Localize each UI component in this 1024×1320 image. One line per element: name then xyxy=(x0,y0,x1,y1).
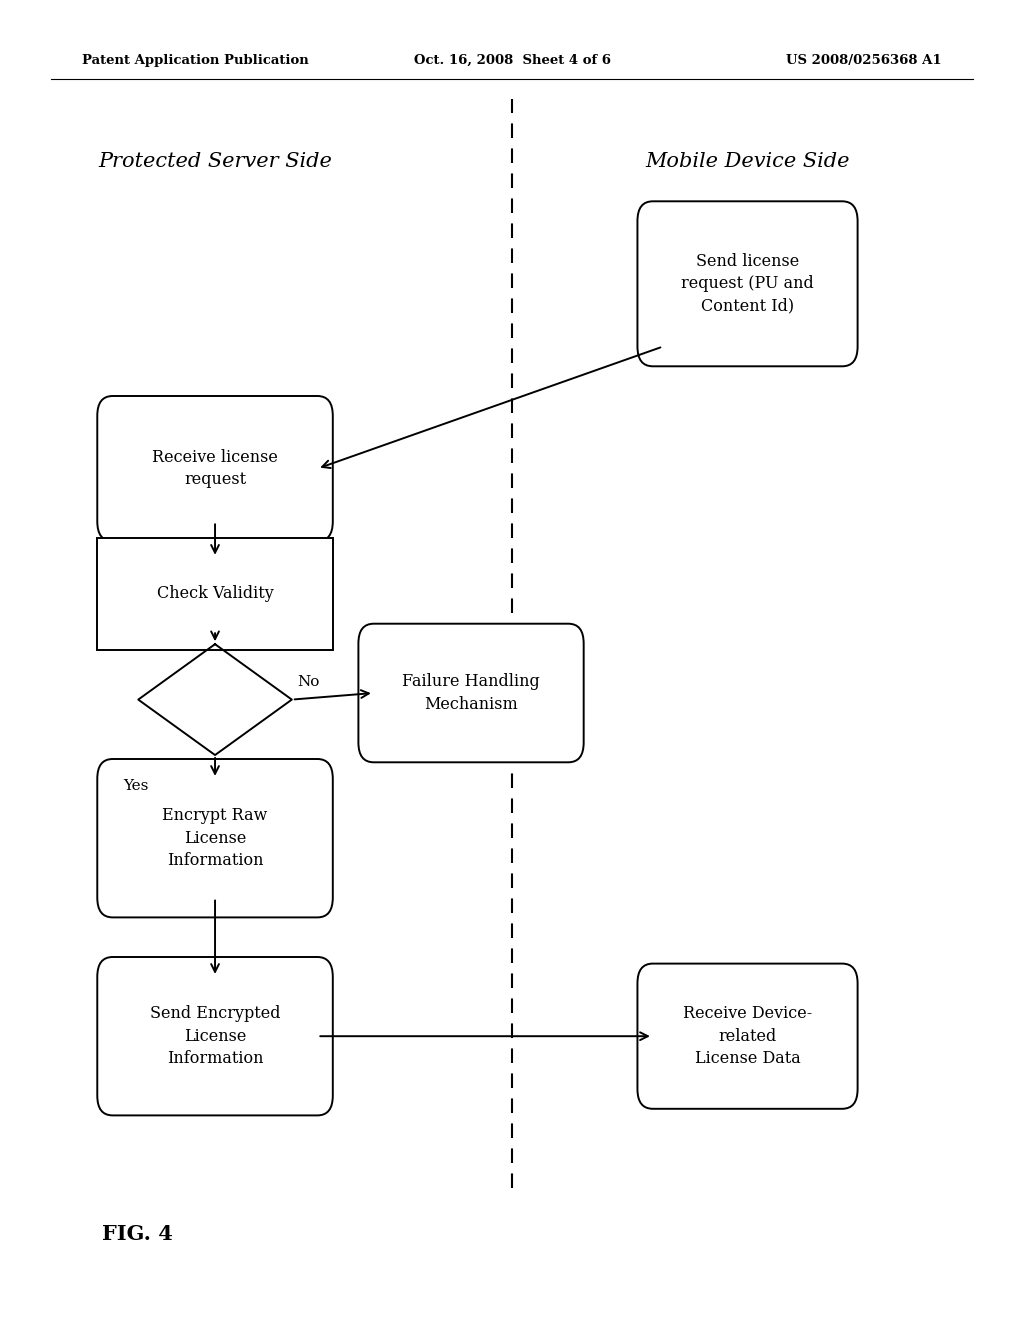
Text: Yes: Yes xyxy=(123,779,148,793)
Polygon shape xyxy=(138,644,292,755)
FancyBboxPatch shape xyxy=(637,964,857,1109)
Text: FIG. 4: FIG. 4 xyxy=(102,1224,173,1245)
Text: Mobile Device Side: Mobile Device Side xyxy=(645,152,850,170)
Text: Failure Handling
Mechanism: Failure Handling Mechanism xyxy=(402,673,540,713)
FancyBboxPatch shape xyxy=(97,957,333,1115)
Text: US 2008/0256368 A1: US 2008/0256368 A1 xyxy=(786,54,942,67)
Text: Encrypt Raw
License
Information: Encrypt Raw License Information xyxy=(163,808,267,869)
FancyBboxPatch shape xyxy=(358,624,584,763)
FancyBboxPatch shape xyxy=(637,201,857,366)
Text: Oct. 16, 2008  Sheet 4 of 6: Oct. 16, 2008 Sheet 4 of 6 xyxy=(414,54,610,67)
Text: Patent Application Publication: Patent Application Publication xyxy=(82,54,308,67)
Text: No: No xyxy=(297,675,319,689)
FancyBboxPatch shape xyxy=(97,396,333,541)
Text: Protected Server Side: Protected Server Side xyxy=(98,152,332,170)
FancyBboxPatch shape xyxy=(97,539,333,649)
Text: Receive license
request: Receive license request xyxy=(153,449,278,488)
Text: Check Validity: Check Validity xyxy=(157,586,273,602)
Text: Send license
request (PU and
Content Id): Send license request (PU and Content Id) xyxy=(681,253,814,314)
FancyBboxPatch shape xyxy=(97,759,333,917)
Text: Send Encrypted
License
Information: Send Encrypted License Information xyxy=(150,1006,281,1067)
Text: Receive Device-
related
License Data: Receive Device- related License Data xyxy=(683,1006,812,1067)
